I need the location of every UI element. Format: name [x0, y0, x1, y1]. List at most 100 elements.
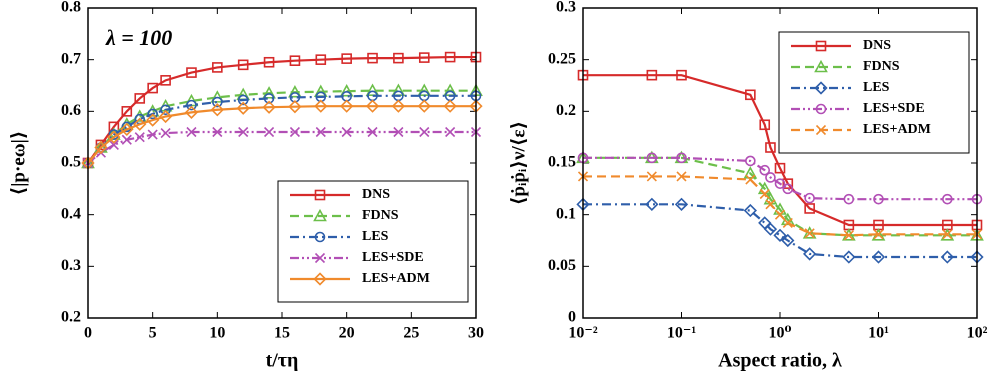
marker	[120, 122, 134, 137]
y-axis-label: ⟨ṗᵢṗᵢ⟩ν/⟨ε⟩	[508, 121, 529, 206]
marker	[804, 203, 815, 214]
marker	[782, 217, 793, 228]
marker	[263, 56, 275, 68]
marker	[237, 59, 249, 71]
marker	[262, 100, 276, 114]
marker	[781, 233, 795, 248]
marker	[745, 174, 756, 185]
x-tick-label: 10	[209, 325, 225, 342]
y-tick-label: 0	[568, 309, 576, 326]
legend-marker	[814, 81, 828, 95]
marker	[646, 69, 658, 81]
marker	[871, 250, 886, 264]
marker	[444, 51, 456, 63]
marker	[186, 126, 197, 138]
x-tick-label: 0	[84, 325, 92, 342]
legend-marker	[815, 40, 827, 52]
marker	[367, 52, 378, 64]
y-tick-label: 0.2	[61, 309, 81, 326]
marker	[676, 152, 687, 164]
panel: 0.2 0.3 0.4 0.5 0.6 0.7 0.8 0 5 10 15 20 25 30 t/τη ⟨|p…	[8, 0, 484, 372]
marker	[288, 85, 302, 98]
marker	[774, 162, 786, 174]
marker	[417, 99, 431, 113]
marker	[676, 171, 687, 182]
panel: 0 0.05 0.1 0.15 0.2 0.25 0.3 10⁻² 10⁻¹ 10⁰ 10¹ 10² A…	[508, 0, 987, 372]
x-tick-label: 20	[339, 325, 355, 342]
marker	[759, 164, 771, 176]
marker	[133, 117, 147, 131]
series-line	[583, 175, 977, 237]
marker	[443, 99, 457, 113]
marker	[419, 126, 430, 138]
marker	[774, 209, 786, 220]
marker	[264, 126, 275, 138]
marker	[391, 99, 406, 113]
y-tick-label: 0.5	[61, 154, 81, 171]
marker	[393, 126, 404, 138]
marker	[773, 228, 787, 242]
legend-label: LES+SDE	[362, 250, 424, 265]
legend-label: FDNS	[863, 59, 900, 74]
marker	[237, 94, 249, 106]
marker	[341, 126, 352, 138]
y-tick-label: 0.3	[61, 257, 81, 274]
x-axis-label: Aspect ratio, λ	[718, 350, 842, 372]
marker	[108, 139, 119, 150]
series-line	[87, 105, 476, 164]
marker	[676, 69, 687, 81]
marker	[288, 100, 302, 114]
marker	[160, 104, 171, 116]
marker	[418, 52, 430, 63]
y-tick-label: 0.15	[548, 154, 576, 171]
series-line	[87, 94, 476, 164]
x-tick-label: 10⁰	[768, 325, 791, 342]
y-tick-label: 0.3	[556, 0, 576, 16]
marker	[315, 54, 327, 65]
marker	[147, 129, 158, 140]
plot-frame	[87, 7, 477, 319]
marker	[134, 93, 146, 104]
marker	[184, 105, 199, 119]
legend-marker	[313, 272, 327, 286]
marker	[942, 193, 953, 205]
marker	[743, 203, 757, 218]
marker	[341, 53, 352, 64]
marker	[340, 99, 354, 113]
legend-marker	[314, 231, 326, 243]
marker	[873, 193, 884, 205]
series-line	[87, 55, 476, 164]
marker	[365, 99, 380, 113]
marker	[147, 108, 158, 120]
marker	[158, 109, 173, 124]
marker	[393, 52, 404, 64]
marker	[160, 127, 171, 139]
y-axis-label: ⟨|p·eω|⟩	[8, 131, 29, 196]
legend-label: LES+ADM	[362, 271, 430, 286]
series-line	[583, 156, 977, 201]
marker	[803, 247, 817, 261]
marker	[445, 126, 456, 138]
marker	[210, 90, 225, 103]
legend-label: LES	[863, 80, 890, 95]
series-line	[87, 130, 476, 164]
y-tick-label: 0.05	[548, 257, 576, 274]
legend-label: LES+SDE	[863, 101, 925, 116]
marker	[804, 192, 815, 204]
marker	[765, 199, 776, 210]
legend-label: LES+ADM	[863, 122, 931, 137]
legend-marker	[814, 59, 828, 73]
marker	[646, 171, 657, 182]
marker	[759, 188, 770, 200]
marker	[940, 250, 954, 264]
marker	[942, 229, 953, 240]
marker	[745, 89, 756, 101]
marker	[315, 126, 326, 138]
series-line	[583, 203, 977, 259]
marker	[873, 229, 884, 240]
legend-marker	[815, 124, 827, 136]
legend-box	[778, 31, 970, 154]
x-tick-label: 10¹	[868, 325, 889, 342]
marker	[843, 193, 855, 205]
